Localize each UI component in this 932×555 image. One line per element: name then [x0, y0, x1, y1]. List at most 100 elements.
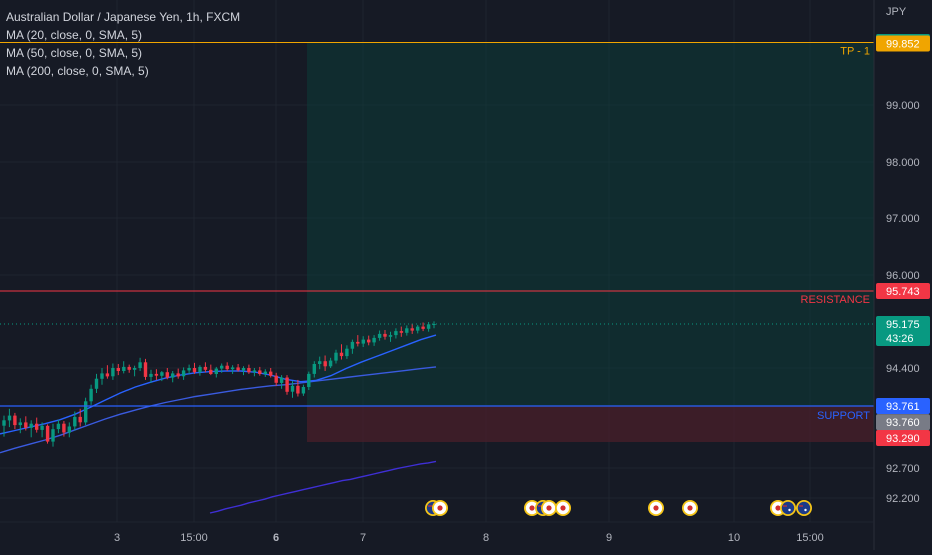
resistance-price-badge[interactable]: [876, 283, 930, 299]
candle-body[interactable]: [67, 426, 71, 433]
candle-body[interactable]: [94, 378, 99, 389]
candle-body[interactable]: [339, 352, 344, 357]
candle-body[interactable]: [290, 385, 295, 392]
candle-body[interactable]: [301, 387, 306, 394]
candle-body[interactable]: [203, 366, 208, 370]
candle-body[interactable]: [345, 348, 349, 357]
candle-body[interactable]: [138, 362, 142, 368]
candle-body[interactable]: [274, 375, 278, 383]
japan-flag-icon[interactable]: [555, 500, 571, 516]
candle-body[interactable]: [149, 373, 153, 377]
candle-body[interactable]: [116, 368, 120, 371]
tp-price-badge[interactable]: [876, 35, 930, 52]
candle-body[interactable]: [51, 429, 55, 442]
candle-body[interactable]: [416, 326, 420, 331]
candle-body[interactable]: [89, 388, 93, 402]
japan-flag-icon[interactable]: [648, 500, 664, 516]
candle-body[interactable]: [154, 373, 159, 376]
indicator-ma200[interactable]: MA (200, close, 0, SMA, 5): [6, 64, 149, 78]
candle-body[interactable]: [323, 361, 327, 367]
candle-body[interactable]: [84, 401, 88, 423]
candle-body[interactable]: [2, 420, 6, 426]
candle-body[interactable]: [143, 362, 148, 377]
candle-body[interactable]: [252, 370, 257, 373]
candle-body[interactable]: [209, 369, 213, 374]
candle-body[interactable]: [78, 416, 82, 423]
candle-body[interactable]: [421, 326, 425, 329]
candle-body[interactable]: [73, 416, 77, 427]
candle-body[interactable]: [394, 331, 398, 336]
candle-body[interactable]: [24, 422, 28, 428]
candle-body[interactable]: [198, 366, 202, 373]
candle-body[interactable]: [165, 372, 169, 378]
candle-body[interactable]: [122, 366, 126, 371]
candle-body[interactable]: [187, 368, 191, 371]
japan-flag-icon[interactable]: [524, 500, 540, 516]
indicator-ma20[interactable]: MA (20, close, 0, SMA, 5): [6, 28, 143, 42]
candle-body[interactable]: [367, 339, 371, 343]
candle-body[interactable]: [225, 365, 229, 370]
candle-body[interactable]: [105, 373, 110, 377]
candle-body[interactable]: [160, 372, 164, 376]
candle-body[interactable]: [269, 371, 273, 376]
candle-body[interactable]: [45, 425, 50, 442]
candle-body[interactable]: [405, 328, 409, 333]
candle-body[interactable]: [236, 367, 240, 371]
candle-body[interactable]: [132, 368, 137, 370]
australia-flag-icon[interactable]: [796, 500, 812, 516]
candle-body[interactable]: [29, 423, 33, 428]
stop-loss-zone[interactable]: [307, 406, 874, 442]
candle-body[interactable]: [426, 324, 431, 329]
candle-body[interactable]: [372, 337, 376, 343]
candle-body[interactable]: [40, 425, 44, 430]
symbol-title[interactable]: Australian Dollar / Japanese Yen, 1h, FX…: [6, 10, 241, 24]
candle-body[interactable]: [214, 368, 218, 374]
candle-body[interactable]: [62, 423, 66, 433]
candle-body[interactable]: [181, 370, 186, 377]
candle-body[interactable]: [263, 371, 267, 374]
candle-body[interactable]: [176, 373, 180, 377]
candle-body[interactable]: [399, 331, 404, 333]
candle-body[interactable]: [279, 377, 284, 383]
last-price-badge[interactable]: [876, 316, 930, 346]
indicator-ma50[interactable]: MA (50, close, 0, SMA, 5): [6, 46, 143, 60]
candle-body[interactable]: [388, 335, 393, 337]
candle-body[interactable]: [192, 368, 197, 373]
candle-body[interactable]: [285, 377, 289, 392]
japan-flag-icon[interactable]: [432, 500, 448, 516]
support-price-badge[interactable]: [876, 398, 930, 414]
candle-body[interactable]: [350, 341, 355, 349]
candle-body[interactable]: [100, 373, 104, 379]
candle-body[interactable]: [361, 339, 365, 344]
candle-body[interactable]: [13, 415, 17, 426]
candle-body[interactable]: [111, 368, 115, 377]
candle-body[interactable]: [56, 423, 61, 430]
candle-body[interactable]: [247, 368, 251, 373]
candle-body[interactable]: [258, 370, 262, 374]
candle-body[interactable]: [318, 361, 322, 364]
candle-body[interactable]: [230, 367, 235, 370]
entry-price-badge[interactable]: [876, 414, 930, 431]
candle-body[interactable]: [241, 368, 246, 371]
candle-body[interactable]: [377, 333, 382, 338]
australia-flag-icon[interactable]: [780, 500, 796, 516]
candle-body[interactable]: [432, 324, 436, 325]
candle-body[interactable]: [328, 360, 333, 367]
candle-body[interactable]: [296, 385, 300, 394]
candle-body[interactable]: [312, 364, 316, 374]
candle-body[interactable]: [171, 373, 175, 378]
candle-body[interactable]: [410, 328, 414, 331]
candle-body[interactable]: [334, 352, 338, 361]
stop-price-badge[interactable]: [876, 430, 930, 446]
candle-body[interactable]: [383, 333, 387, 337]
candle-body[interactable]: [35, 423, 39, 430]
candle-body[interactable]: [7, 415, 12, 421]
candle-body[interactable]: [356, 341, 360, 344]
candle-body[interactable]: [127, 366, 131, 370]
price-axis[interactable]: [874, 0, 932, 550]
candle-body[interactable]: [307, 373, 311, 387]
profit-zone[interactable]: [307, 42, 874, 407]
candle-body[interactable]: [220, 365, 224, 369]
candle-body[interactable]: [18, 422, 22, 426]
